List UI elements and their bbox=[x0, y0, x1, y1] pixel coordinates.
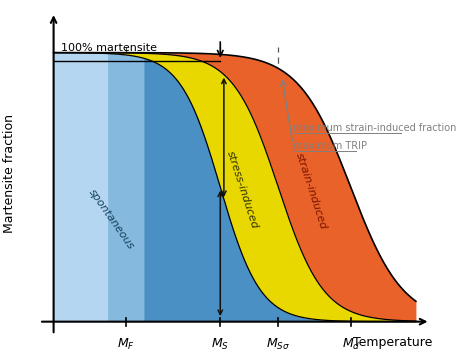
Text: strain-induced: strain-induced bbox=[294, 152, 328, 231]
Text: $M_{S\sigma}$: $M_{S\sigma}$ bbox=[266, 336, 290, 352]
Text: $M_d$: $M_d$ bbox=[341, 336, 360, 352]
Text: Martensite fraction: Martensite fraction bbox=[3, 114, 16, 233]
Text: stress-induced: stress-induced bbox=[225, 149, 259, 230]
Text: Temperature: Temperature bbox=[353, 336, 432, 350]
Text: 100% martensite: 100% martensite bbox=[61, 42, 157, 52]
Text: $M_F$: $M_F$ bbox=[117, 336, 135, 352]
Text: spontaneous: spontaneous bbox=[87, 187, 136, 251]
Text: $M_S$: $M_S$ bbox=[211, 336, 229, 352]
Text: maximum TRIP: maximum TRIP bbox=[293, 141, 367, 151]
Text: maximum strain-induced fraction: maximum strain-induced fraction bbox=[293, 123, 456, 133]
